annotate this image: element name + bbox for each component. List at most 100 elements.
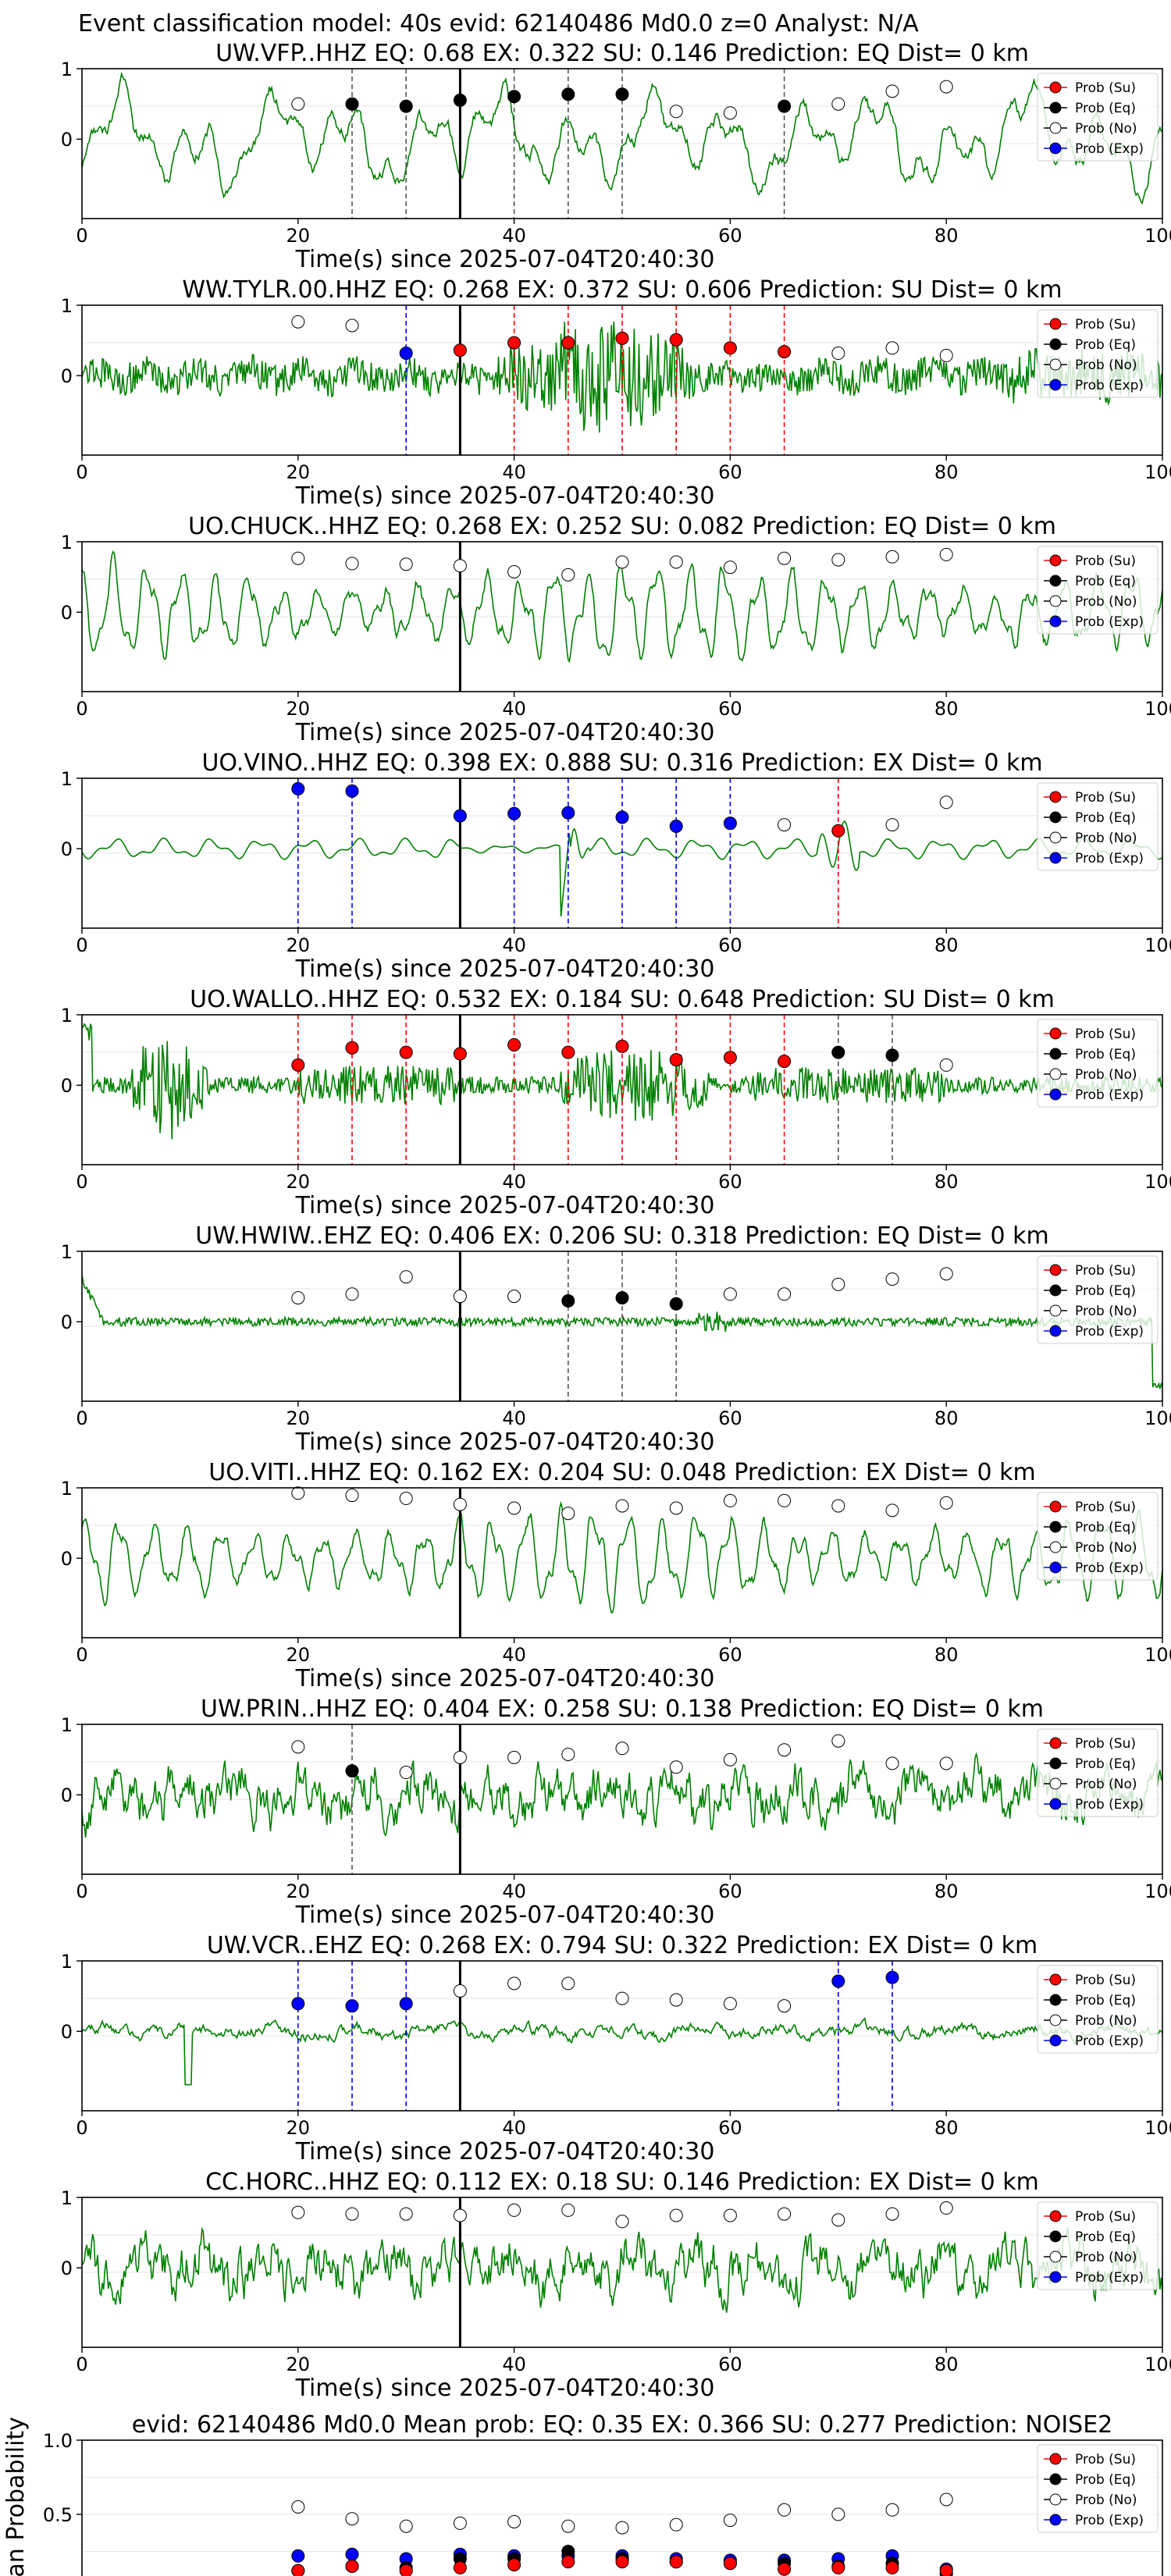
panel-title: UW.HWIW..EHZ EQ: 0.406 EX: 0.206 SU: 0.3… bbox=[195, 1222, 1048, 1250]
x-axis-label: Time(s) since 2025-07-04T20:40:30 bbox=[295, 2375, 715, 2402]
prob-marker-no bbox=[561, 1976, 575, 1991]
panel-title: UO.WALLO..HHZ EQ: 0.532 EX: 0.184 SU: 0.… bbox=[190, 986, 1055, 1013]
prob-marker-no bbox=[778, 1493, 792, 1507]
prob-marker-eq bbox=[778, 99, 792, 113]
legend-label: Prob (Su) bbox=[1075, 317, 1136, 333]
x-tick-label: 0 bbox=[76, 1171, 87, 1193]
prob-marker-no bbox=[885, 1503, 899, 1517]
axes-frame bbox=[81, 1960, 1163, 2112]
prob-marker-su bbox=[831, 824, 845, 838]
y-axis-label: Mean Probability bbox=[2, 2417, 30, 2576]
legend-marker-su bbox=[1049, 81, 1062, 94]
prob-marker-no bbox=[669, 2208, 683, 2222]
legend-box bbox=[1037, 309, 1159, 398]
x-tick-label: 20 bbox=[287, 1407, 311, 1429]
prob-marker-no bbox=[831, 347, 845, 361]
prob-marker-su bbox=[453, 343, 467, 358]
x-axis-label: Time(s) since 2025-07-04T20:40:30 bbox=[295, 1665, 715, 1692]
prob-marker-no bbox=[939, 348, 953, 362]
legend-marker-eq bbox=[1049, 811, 1062, 824]
prob-marker-su bbox=[345, 1041, 359, 1055]
x-tick-label: 80 bbox=[934, 1644, 959, 1666]
panel-title: UO.CHUCK..HHZ EQ: 0.268 EX: 0.252 SU: 0.… bbox=[188, 513, 1056, 540]
mean-prob-marker-su bbox=[778, 2562, 792, 2576]
x-tick-label: 0 bbox=[76, 1880, 87, 1902]
legend-label: Prob (No) bbox=[1075, 594, 1137, 610]
legend-label: Prob (No) bbox=[1075, 358, 1137, 373]
legend-label: Prob (Eq) bbox=[1075, 1283, 1136, 1299]
legend-box bbox=[1037, 1255, 1159, 1344]
legend-box bbox=[1037, 2444, 1159, 2533]
legend: Prob (Su) Prob (Eq) Prob (No) Prob (Exp) bbox=[1037, 2201, 1159, 2290]
legend-label: Prob (Exp) bbox=[1075, 2270, 1144, 2286]
axes-frame bbox=[81, 1487, 1163, 1638]
mean-prob-marker-no bbox=[939, 2492, 953, 2507]
x-tick-label: 100 bbox=[1144, 1644, 1171, 1666]
legend-marker-eq bbox=[1049, 101, 1062, 114]
x-tick-label: 40 bbox=[502, 1407, 526, 1429]
prob-marker-no bbox=[939, 1496, 953, 1510]
legend-box bbox=[1037, 546, 1159, 635]
legend-label: Prob (No) bbox=[1075, 831, 1137, 846]
prob-marker-su bbox=[723, 1051, 737, 1065]
legend-label: Prob (No) bbox=[1075, 2492, 1137, 2508]
legend-label: Prob (No) bbox=[1075, 2250, 1137, 2265]
legend-label: Prob (Eq) bbox=[1075, 1756, 1136, 1772]
legend-box bbox=[1037, 1492, 1159, 1581]
legend-label: Prob (Su) bbox=[1075, 1973, 1136, 1988]
x-tick-label: 20 bbox=[287, 461, 311, 483]
mean-prob-marker-su bbox=[939, 2564, 953, 2576]
legend-marker-eq bbox=[1049, 338, 1062, 350]
legend-marker-no bbox=[1049, 595, 1062, 607]
mean-prob-marker-su bbox=[345, 2560, 359, 2573]
mean-prob-marker-su bbox=[615, 2555, 629, 2569]
legend-box bbox=[1037, 73, 1159, 162]
legend-label: Prob (Eq) bbox=[1075, 2229, 1136, 2245]
prob-marker-no bbox=[669, 1501, 683, 1515]
mean-prob-marker-no bbox=[291, 2500, 305, 2514]
legend-marker-no bbox=[1049, 1304, 1062, 1317]
prob-marker-su bbox=[561, 1045, 575, 1059]
x-tick-label: 20 bbox=[287, 1880, 311, 1902]
x-tick-label: 40 bbox=[502, 225, 526, 247]
y-tick-label: 0 bbox=[61, 129, 73, 151]
prob-marker-su bbox=[399, 1045, 413, 1059]
waveform-trace bbox=[82, 322, 1162, 433]
prob-marker-su bbox=[453, 1047, 467, 1061]
prob-marker-no bbox=[939, 547, 953, 561]
x-tick-label: 20 bbox=[287, 1644, 311, 1666]
prob-marker-no bbox=[615, 1499, 629, 1513]
legend: Prob (Su) Prob (Eq) Prob (No) Prob (Exp) bbox=[1037, 2444, 1159, 2533]
prob-marker-no bbox=[291, 1740, 305, 1754]
panels: UW.VFP..HHZ EQ: 0.68 EX: 0.322 SU: 0.146… bbox=[2, 40, 1171, 2576]
axes-frame bbox=[81, 1014, 1163, 1165]
x-axis-label: Time(s) since 2025-07-04T20:40:30 bbox=[295, 246, 715, 273]
x-tick-label: 100 bbox=[1144, 225, 1171, 247]
prob-marker-no bbox=[345, 1287, 359, 1301]
x-tick-label: 80 bbox=[934, 1171, 959, 1193]
mean-prob-marker-su bbox=[885, 2560, 899, 2574]
station-panel-6: UW.HWIW..EHZ EQ: 0.406 EX: 0.206 SU: 0.3… bbox=[61, 1222, 1171, 1456]
legend-box bbox=[1037, 1965, 1159, 2054]
mean-prob-marker-no bbox=[453, 2516, 467, 2530]
prob-marker-no bbox=[507, 1750, 521, 1764]
legend-label: Prob (Exp) bbox=[1075, 2513, 1144, 2528]
legend: Prob (Su) Prob (Eq) Prob (No) Prob (Exp) bbox=[1037, 73, 1159, 162]
legend-marker-su bbox=[1049, 791, 1062, 803]
prob-marker-eq bbox=[453, 93, 467, 107]
legend-marker-no bbox=[1049, 2493, 1062, 2506]
legend-marker-eq bbox=[1049, 2473, 1062, 2485]
legend: Prob (Su) Prob (Eq) Prob (No) Prob (Exp) bbox=[1037, 782, 1159, 871]
prob-marker-no bbox=[939, 1267, 953, 1281]
prob-marker-su bbox=[615, 1039, 629, 1053]
axes-frame bbox=[81, 777, 1163, 929]
prob-marker-no bbox=[939, 1058, 953, 1072]
prob-marker-no bbox=[885, 550, 899, 564]
mean-prob-marker-no bbox=[615, 2521, 629, 2535]
x-tick-label: 100 bbox=[1144, 2117, 1171, 2139]
legend-label: Prob (Su) bbox=[1075, 1736, 1136, 1752]
mean-prob-marker-exp bbox=[291, 2549, 305, 2563]
legend-marker-su bbox=[1049, 2210, 1062, 2222]
prob-marker-exp bbox=[561, 806, 575, 820]
prob-marker-no bbox=[939, 80, 953, 94]
